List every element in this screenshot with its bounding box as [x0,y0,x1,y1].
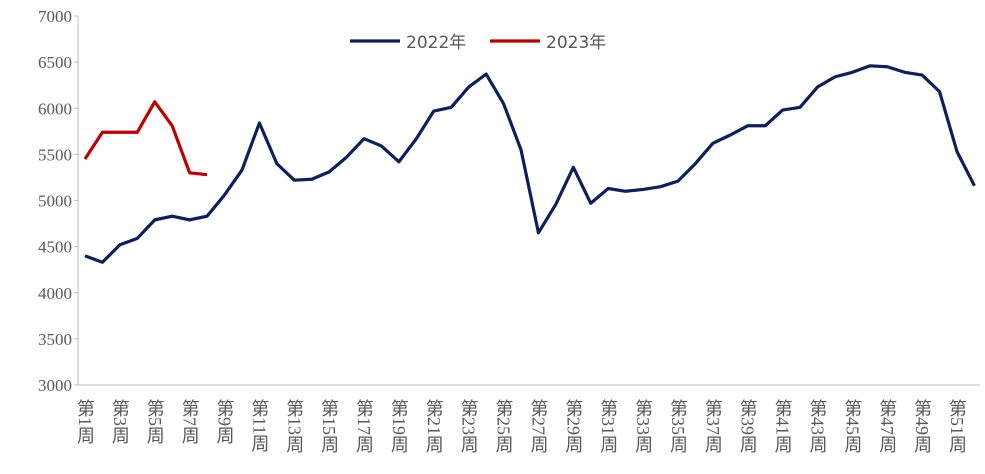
x-tick-label: 第15周 [319,399,339,454]
x-tick-label: 第33周 [633,399,653,454]
y-tick-label: 3000 [38,376,72,395]
x-tick-label: 第9周 [215,399,235,445]
x-tick-label: 第23周 [459,399,479,454]
x-tick-label: 第19周 [389,399,409,454]
x-tick-label: 第21周 [424,399,444,454]
legend-label: 2023年 [546,33,606,53]
x-tick-label: 第13周 [284,399,304,454]
x-tick-label: 第5周 [145,399,165,445]
y-tick-label: 5000 [38,192,72,211]
x-tick-label: 第3周 [110,399,130,445]
x-tick-label: 第11周 [249,399,269,453]
x-tick-label: 第35周 [668,399,688,454]
x-tick-label: 第43周 [807,399,827,454]
x-tick-label: 第27周 [528,399,548,454]
legend-label: 2022年 [406,33,466,53]
x-tick-label: 第41周 [773,399,793,454]
x-tick-label: 第31周 [598,399,618,454]
y-tick-label: 6500 [38,53,72,72]
x-tick-label: 第25周 [494,399,514,454]
y-tick-label: 6000 [38,99,72,118]
y-tick-label: 4000 [38,284,72,303]
x-tick-label: 第1周 [75,399,95,445]
line-series [84,64,976,264]
x-tick-label: 第45周 [842,399,862,454]
line-series [83,100,208,177]
x-tick-label: 第47周 [877,399,897,454]
y-tick-label: 3500 [38,330,72,349]
x-tick-label: 第37周 [703,399,723,454]
y-tick-label: 5500 [38,145,72,164]
x-tick-label: 第49周 [912,399,932,454]
x-tick-label: 第39周 [738,399,758,454]
x-tick-label: 第51周 [947,399,967,454]
x-tick-label: 第7周 [180,399,200,445]
x-tick-label: 第17周 [354,399,374,454]
x-tick-label: 第29周 [563,399,583,454]
y-tick-label: 4500 [38,238,72,257]
y-tick-label: 7000 [38,7,72,26]
